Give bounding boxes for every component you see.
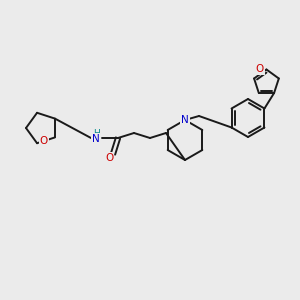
Text: N: N: [92, 134, 100, 144]
Text: N: N: [181, 115, 189, 125]
Text: O: O: [255, 64, 264, 74]
Text: H: H: [94, 128, 100, 137]
Text: O: O: [40, 136, 48, 146]
Text: O: O: [105, 153, 113, 163]
